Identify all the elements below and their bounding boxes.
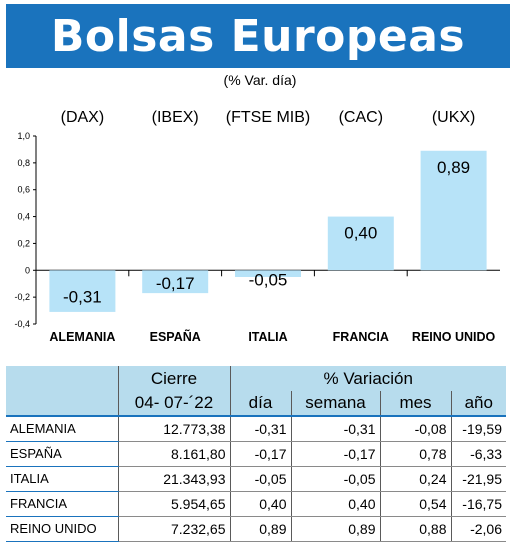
column-header-week: semana xyxy=(290,391,380,417)
table-row: FRANCIA 5.954,65 0,40 0,40 0,54 -16,75 xyxy=(6,491,506,517)
bar-chart: (DAX) (IBEX) (FTSE MIB) (CAC) (UKX) 1,0 0,8 0,… xyxy=(14,109,500,344)
row-country: ALEMANIA xyxy=(6,416,118,442)
y-tick-label: 0,2 xyxy=(17,238,30,248)
y-tick-label: 0,6 xyxy=(17,185,30,195)
row-month: 0,54 xyxy=(379,491,451,517)
column-header-month: mes xyxy=(379,391,451,417)
index-ticker-labels: (DAX) (IBEX) (FTSE MIB) (CAC) (UKX) xyxy=(61,109,476,126)
x-tick-label: ITALIA xyxy=(248,330,287,344)
data-label: -0,05 xyxy=(249,271,288,290)
data-label: -0,31 xyxy=(63,287,102,306)
y-tick-label: 0 xyxy=(25,265,30,275)
row-year: -19,59 xyxy=(450,416,506,442)
row-close: 21.343,93 xyxy=(117,466,230,492)
page-title: Bolsas Europeas xyxy=(50,10,466,62)
row-day: -0,17 xyxy=(229,441,291,467)
row-week: 0,89 xyxy=(290,516,380,542)
row-day: -0,05 xyxy=(229,466,291,492)
index-ticker-label: (IBEX) xyxy=(152,109,199,126)
table-row: ITALIA 21.343,93 -0,05 -0,05 0,24 -21,95 xyxy=(6,466,506,492)
data-label: 0,40 xyxy=(344,224,377,243)
table-row: ALEMANIA 12.773,38 -0,31 -0,31 -0,08 -19… xyxy=(6,416,506,442)
row-country: ESPAÑA xyxy=(6,441,118,467)
column-header-date: 04- 07-´22 xyxy=(117,391,230,417)
y-tick-label: -0,4 xyxy=(14,319,30,329)
y-tick-label: 1,0 xyxy=(17,131,30,141)
column-header-day: día xyxy=(229,391,291,417)
row-day: 0,40 xyxy=(229,491,291,517)
row-week: -0,05 xyxy=(290,466,380,492)
header-variation: % Variación xyxy=(229,366,506,391)
table-row: REINO UNIDO 7.232,65 0,89 0,89 0,88 -2,0… xyxy=(6,516,506,542)
x-tick-label: FRANCIA xyxy=(333,330,389,344)
stocks-table: Cierre % Variación 04- 07-´22 día semana… xyxy=(6,366,506,542)
row-year: -16,75 xyxy=(450,491,506,517)
index-ticker-label: (CAC) xyxy=(339,109,383,126)
row-close: 12.773,38 xyxy=(117,416,230,442)
row-month: 0,88 xyxy=(379,516,451,542)
row-close: 5.954,65 xyxy=(117,491,230,517)
y-tick-label: -0,2 xyxy=(14,292,30,302)
bar-italia xyxy=(235,270,301,277)
y-tick-label: 0,4 xyxy=(17,212,30,222)
table-group-header-row: Cierre % Variación xyxy=(6,366,506,391)
bar-españa xyxy=(142,270,209,294)
row-country: REINO UNIDO xyxy=(6,516,118,542)
x-tick-label: ALEMANIA xyxy=(49,330,115,344)
row-year: -2,06 xyxy=(450,516,506,542)
row-country: FRANCIA xyxy=(6,491,118,517)
y-tick-label: 0,8 xyxy=(17,158,30,168)
index-ticker-label: (FTSE MIB) xyxy=(226,109,310,126)
header-close: Cierre xyxy=(117,366,230,391)
row-day: -0,31 xyxy=(229,416,291,442)
row-year: -21,95 xyxy=(450,466,506,492)
row-month: 0,78 xyxy=(379,441,451,467)
row-month: -0,08 xyxy=(379,416,451,442)
title-banner: Bolsas Europeas xyxy=(6,4,510,68)
row-day: 0,89 xyxy=(229,516,291,542)
column-header-year: año xyxy=(450,391,506,417)
row-country: ITALIA xyxy=(6,466,118,492)
bar-reino-unido xyxy=(420,150,487,271)
chart-bars: -0,31 -0,17 -0,05 0,40 0,89 xyxy=(49,150,487,312)
header-empty-cell xyxy=(6,391,118,417)
bar-francia xyxy=(327,216,394,271)
row-close: 8.161,80 xyxy=(117,441,230,467)
index-ticker-label: (DAX) xyxy=(61,109,105,126)
row-month: 0,24 xyxy=(379,466,451,492)
x-tick-label: ESPAÑA xyxy=(150,329,201,344)
data-label: 0,89 xyxy=(437,158,470,177)
row-close: 7.232,65 xyxy=(117,516,230,542)
row-week: -0,17 xyxy=(290,441,380,467)
header-empty-cell xyxy=(6,366,118,391)
index-ticker-label: (UKX) xyxy=(432,109,476,126)
data-label: -0,17 xyxy=(156,274,195,293)
row-week: 0,40 xyxy=(290,491,380,517)
row-week: -0,31 xyxy=(290,416,380,442)
bar-alemania xyxy=(49,270,116,312)
table-row: ESPAÑA 8.161,80 -0,17 -0,17 0,78 -6,33 xyxy=(6,441,506,467)
row-year: -6,33 xyxy=(450,441,506,467)
x-tick-label: REINO UNIDO xyxy=(412,330,496,344)
chart-subtitle: (% Var. día) xyxy=(223,72,297,88)
table-column-header-row: 04- 07-´22 día semana mes año xyxy=(6,391,506,417)
chart-axes: 1,0 0,8 0,6 0,4 0,2 0 -0,2 -0,4 ALEMANIA ESPAÑA IT… xyxy=(14,131,500,344)
